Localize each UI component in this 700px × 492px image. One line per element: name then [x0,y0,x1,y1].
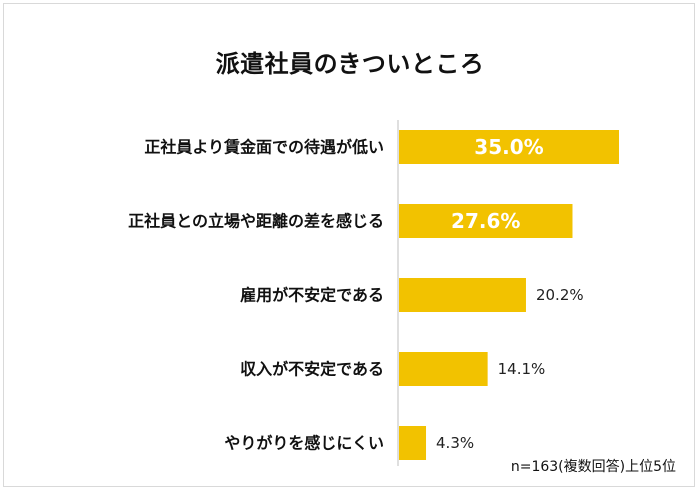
value-label: 20.2% [536,286,584,304]
sample-note: n=163(複数回答)上位5位 [510,459,676,475]
value-label: 14.1% [498,360,546,378]
bar [399,130,619,164]
bar [399,278,526,312]
value-label: 4.3% [436,434,474,452]
chart-title: 派遣社員のきついところ [215,50,485,78]
bar [399,352,488,386]
bar [399,204,573,238]
bar [399,426,427,460]
chart-frame [3,3,695,487]
category-label: 正社員より賃金面での待遇が低い [144,138,384,157]
value-label: 27.6% [451,209,520,233]
category-label: やりがりを感じにくい [224,434,384,453]
category-label: 収入が不安定である [240,360,384,379]
category-label: 雇用が不安定である [240,286,384,305]
value-label: 35.0% [474,135,543,159]
category-label: 正社員との立場や距離の差を感じる [128,212,384,231]
